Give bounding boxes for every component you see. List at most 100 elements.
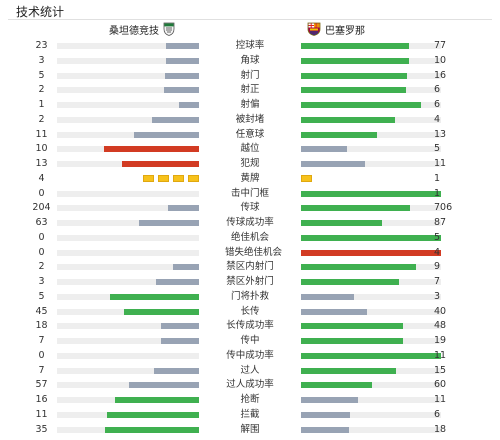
stat-row: 2 射正 6 (0, 83, 500, 98)
away-bar (301, 397, 441, 403)
stat-label: 击中门框 (230, 187, 269, 199)
away-bar (301, 308, 441, 315)
away-bar-fill (301, 43, 409, 49)
away-team-name: 巴塞罗那 (325, 25, 365, 37)
stat-label: 抢断 (240, 394, 260, 405)
away-bar (301, 426, 441, 433)
stat-row: 0 绝佳机会 5 (0, 231, 500, 246)
home-team-name: 桑坦德竞技 (109, 25, 159, 37)
home-bar-fill (164, 72, 199, 79)
stat-label: 长传 (240, 305, 260, 317)
away-value: 87 (434, 217, 447, 228)
away-bar-fill (301, 352, 441, 359)
stat-row: 2 被封堵 4 (0, 113, 500, 128)
home-bar-fill (166, 57, 199, 64)
yellow-card-icon (158, 174, 169, 182)
stat-row: 13 犯规 11 (0, 157, 500, 172)
home-bar-fill (122, 161, 199, 167)
home-bar-fill (156, 279, 199, 285)
home-bar (57, 87, 199, 94)
home-value: 10 (35, 143, 48, 155)
home-value: 16 (35, 394, 48, 405)
home-value: 4 (38, 172, 45, 184)
stat-row: 18 长传成功率 48 (0, 319, 500, 334)
stat-row: 2 禁区内射门 9 (0, 260, 500, 275)
stat-row: 3 禁区外射门 7 (0, 275, 500, 290)
home-team-header: 桑坦德竞技 (105, 21, 175, 37)
away-bar-fill (301, 161, 366, 167)
stat-row: 23 控球率 77 (0, 39, 500, 54)
away-yellow-cards (301, 174, 312, 183)
home-value: 2 (38, 113, 45, 125)
stat-label: 绝佳机会 (230, 231, 269, 243)
away-value: 15 (434, 364, 447, 376)
away-bar-fill (301, 87, 406, 94)
home-bar-fill (123, 308, 199, 315)
away-value: 13 (434, 128, 447, 140)
away-value: 4 (434, 246, 441, 258)
away-bar (301, 264, 441, 271)
stat-row: 0 错失绝佳机会 4 (0, 246, 500, 261)
away-bar (301, 338, 441, 344)
away-bar (301, 220, 441, 226)
home-bar (57, 131, 199, 138)
away-bar (301, 279, 441, 285)
home-value: 204 (32, 202, 51, 214)
home-bar-fill (129, 382, 199, 389)
stat-row: 5 门将扑救 3 (0, 290, 500, 305)
stat-label: 被封堵 (235, 113, 265, 125)
away-value: 7 (434, 276, 441, 287)
yellow-card-icon (301, 174, 312, 182)
stat-row: 45 长传 40 (0, 305, 500, 320)
home-bar (57, 308, 199, 315)
home-bar (57, 161, 199, 167)
stat-row: 35 解围 18 (0, 423, 500, 438)
yellow-card-icon (143, 174, 154, 182)
home-bar (57, 397, 199, 403)
home-yellow-cards (143, 174, 199, 183)
home-bar-fill (115, 397, 199, 403)
away-value: 16 (434, 69, 447, 81)
home-bar-fill (139, 220, 199, 226)
away-bar (301, 190, 441, 197)
away-bar (301, 411, 441, 418)
away-value: 40 (434, 305, 447, 317)
home-bar (57, 57, 199, 64)
away-value: 60 (434, 379, 447, 391)
away-value: 48 (434, 320, 447, 332)
home-value: 35 (35, 423, 48, 435)
home-bar (57, 293, 199, 300)
stat-label: 射偏 (240, 99, 260, 110)
away-value: 77 (434, 40, 447, 51)
home-bar-fill (179, 102, 199, 108)
home-bar (57, 220, 199, 226)
away-value: 706 (434, 202, 453, 214)
away-bar (301, 352, 441, 359)
away-bar-fill (301, 190, 441, 197)
home-value: 3 (38, 54, 45, 66)
home-bar (57, 234, 199, 241)
away-bar (301, 102, 441, 108)
home-bar (57, 367, 199, 374)
home-bar-fill (160, 338, 199, 344)
home-value: 0 (38, 349, 45, 361)
home-value: 7 (38, 364, 45, 376)
stat-row: 11 拦截 6 (0, 408, 500, 423)
yellow-card-icon (188, 174, 199, 182)
away-value: 3 (434, 290, 441, 302)
home-value: 11 (35, 128, 48, 140)
home-bar-fill (166, 43, 199, 49)
home-bar (57, 411, 199, 418)
home-bar-fill (152, 116, 199, 123)
away-value: 6 (434, 408, 441, 420)
stat-row: 0 传中成功率 11 (0, 349, 500, 364)
home-bar (57, 102, 199, 108)
home-bar (57, 116, 199, 123)
fc-barcelona-crest-icon (307, 22, 321, 36)
home-bar-fill (153, 367, 199, 374)
stat-label: 过人成功率 (226, 379, 274, 391)
away-bar-fill (301, 426, 349, 433)
stat-row: 3 角球 10 (0, 54, 500, 69)
stat-row: 10 越位 5 (0, 142, 500, 157)
stat-label: 传中 (240, 335, 260, 346)
